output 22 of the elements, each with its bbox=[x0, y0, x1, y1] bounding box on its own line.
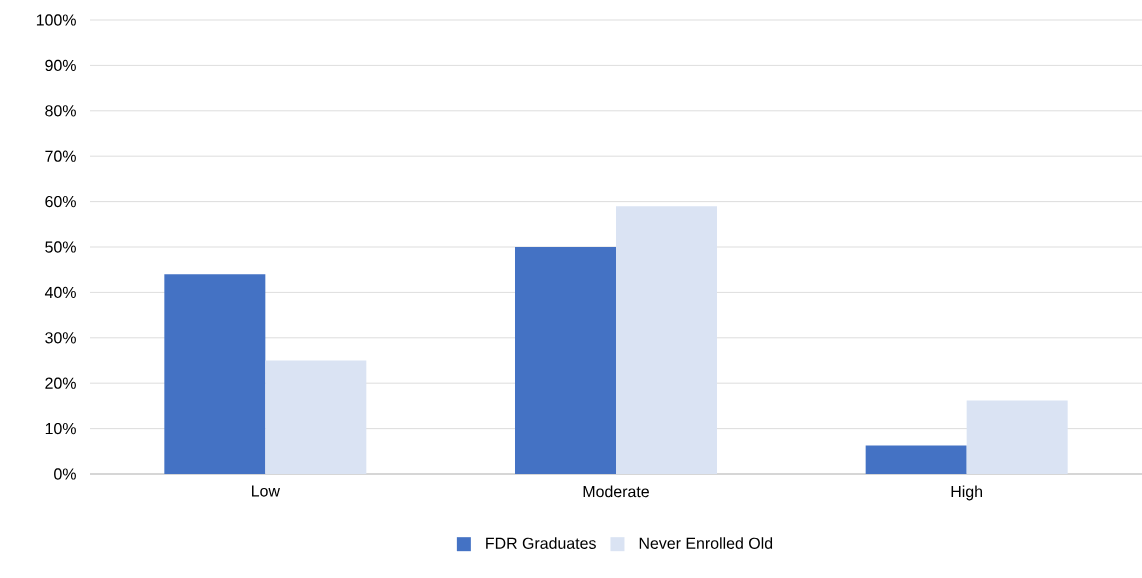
bar bbox=[515, 247, 616, 474]
legend-label: FDR Graduates bbox=[486, 537, 596, 549]
y-tick-label: 50% bbox=[45, 241, 76, 253]
bar bbox=[616, 206, 717, 474]
y-tick-label: 70% bbox=[45, 150, 76, 162]
bar bbox=[865, 445, 967, 474]
y-tick-label: 20% bbox=[45, 377, 76, 389]
y-tick-label: 40% bbox=[44, 286, 76, 299]
y-tick-label: 60% bbox=[45, 195, 76, 208]
y-tick-label: 10% bbox=[45, 422, 76, 435]
y-tick-label: 30% bbox=[45, 332, 76, 344]
y-tick-label: 0% bbox=[54, 468, 76, 480]
y-tick-label: 80% bbox=[45, 105, 76, 117]
bar bbox=[164, 274, 266, 474]
x-tick-label: High bbox=[951, 485, 983, 501]
bar bbox=[265, 360, 367, 474]
legend-label: Never Enrolled Old bbox=[639, 537, 773, 549]
x-tick-label: Moderate bbox=[583, 485, 649, 498]
x-tick-label: Low bbox=[252, 485, 280, 497]
y-tick-label: 100% bbox=[36, 14, 76, 26]
y-tick-label: 90% bbox=[45, 59, 76, 72]
bar bbox=[966, 400, 1068, 474]
